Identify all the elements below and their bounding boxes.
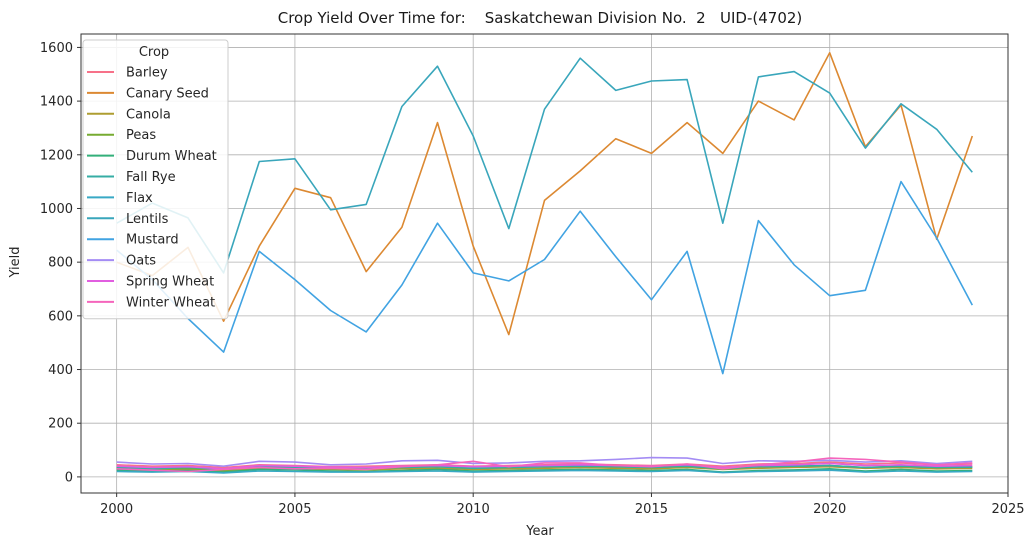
series-line-canary-seed [116, 51, 974, 336]
legend-entry: Winter Wheat [126, 295, 215, 310]
legend-entry: Barley [126, 66, 168, 81]
legend-entry: Durum Wheat [126, 149, 217, 164]
legend-title: Crop [139, 45, 169, 60]
y-tick-label: 1600 [40, 41, 73, 56]
series-line-winter-wheat [116, 457, 973, 473]
y-tick-label: 1400 [40, 95, 73, 110]
legend-entry: Oats [126, 254, 156, 269]
y-tick-label: 1200 [40, 148, 73, 163]
series-line-durum-wheat [116, 467, 973, 473]
legend-entry: Canary Seed [126, 86, 209, 101]
series-line-lentils [116, 57, 973, 274]
y-tick-label: 1000 [40, 202, 73, 217]
legend-entry: Lentils [126, 212, 169, 227]
series-line-flax [116, 469, 973, 474]
legend-entry: Mustard [126, 233, 179, 248]
x-tick-label: 2005 [278, 502, 311, 517]
series-line-spring-wheat [116, 462, 973, 470]
y-tick-label: 600 [48, 309, 73, 324]
y-tick-label: 0 [65, 470, 73, 485]
series-line-oats [116, 456, 973, 468]
legend-entry: Flax [126, 191, 153, 206]
y-tick-label: 400 [48, 363, 73, 378]
x-tick-label: 2025 [991, 502, 1024, 517]
series-line-fall-rye [116, 464, 973, 471]
chart-title: Crop Yield Over Time for: Saskatchewan D… [278, 9, 803, 27]
y-axis-ticks: 0 200 400 600 800 1000 1200 1400 1600 [40, 41, 81, 485]
y-tick-label: 800 [48, 256, 73, 271]
legend-entry: Spring Wheat [126, 275, 214, 290]
x-tick-label: 2010 [457, 502, 490, 517]
legend-entry: Canola [126, 107, 171, 122]
x-axis-label: Year [525, 524, 554, 539]
legend-entry: Fall Rye [126, 170, 176, 185]
x-tick-label: 2015 [635, 502, 668, 517]
x-tick-label: 2000 [100, 502, 133, 517]
legend-box [82, 39, 229, 320]
x-tick-label: 2020 [813, 502, 846, 517]
y-tick-label: 200 [48, 417, 73, 432]
series-lines [116, 51, 974, 474]
legend-entry: Peas [126, 128, 156, 143]
x-axis-ticks: 2000 2005 2010 2015 2020 2025 [100, 493, 1024, 517]
plot-frame [80, 33, 1009, 494]
y-axis-label: Yield [8, 247, 23, 279]
legend: Crop Barley Canary Seed Canola Peas Durum Whe… [82, 39, 229, 320]
series-line-mustard [116, 180, 974, 375]
